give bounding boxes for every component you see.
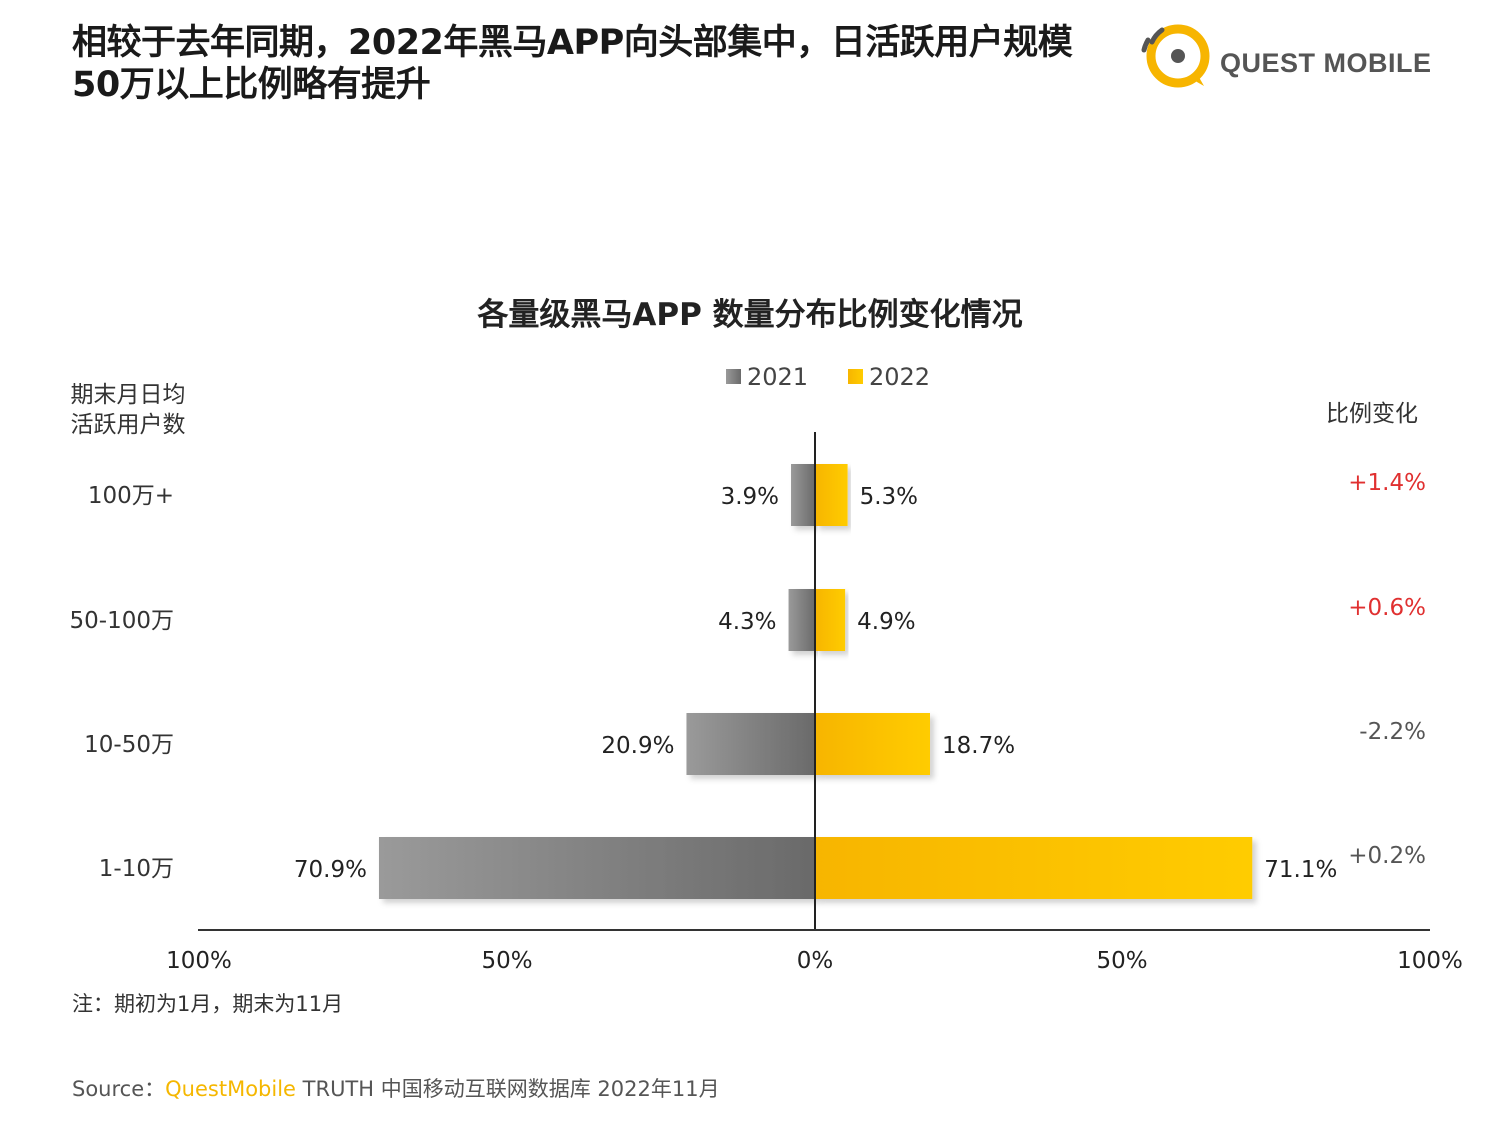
headline-line-1: 相较于去年同期，2022年黑马APP向头部集中，日活跃用户规模 [72,23,1073,63]
x-tick-label-1: 50% [481,948,532,974]
x-tick-label-0: 100% [166,948,232,974]
legend-label-2021: 2021 [747,363,808,391]
bar-2021-0 [791,464,815,526]
data-label-2021-0: 3.9% [721,484,779,510]
source-brand: QuestMobile [165,1077,296,1101]
data-label-2021-2: 20.9% [601,733,674,759]
source-line: Source：QuestMobile TRUTH 中国移动互联网数据库 2022… [72,1073,720,1103]
bar-2022-2 [815,713,931,775]
change-value-1: +0.6% [1348,595,1426,621]
footnote: 注：期初为1月，期末为11月 [72,992,344,1016]
data-label-2022-1: 4.9% [857,609,915,635]
legend-label-2022: 2022 [869,363,930,391]
change-value-0: +1.4% [1348,470,1426,496]
change-value-2: -2.2% [1359,719,1426,745]
y-axis-title-line-2: 活跃用户数 [71,412,186,438]
bar-2021-2 [686,713,815,775]
category-label-0: 100万+ [88,483,174,509]
y-axis-title-line-1: 期末月日均 [71,382,186,408]
data-label-2022-2: 18.7% [942,733,1015,759]
x-tick-label-2: 0% [797,948,834,974]
logo-mark-icon [1141,24,1210,88]
data-label-2022-3: 71.1% [1264,857,1337,883]
chart-title: 各量级黑马APP 数量分布比例变化情况 [476,297,1022,333]
change-column-title: 比例变化 [1326,401,1418,427]
bar-2022-0 [815,464,848,526]
bar-2021-3 [378,837,815,899]
category-label-1: 50-100万 [70,608,174,634]
data-label-2021-1: 4.3% [718,609,776,635]
legend-swatch-2022 [848,369,863,384]
category-label-3: 1-10万 [99,856,174,882]
data-label-2022-0: 5.3% [860,484,918,510]
page-title: 相较于去年同期，2022年黑马APP向头部集中，日活跃用户规模 50万以上比例略… [72,22,1142,106]
x-tick-label-3: 50% [1096,948,1147,974]
source-prefix: Source： [72,1077,166,1101]
x-tick-label-4: 100% [1397,948,1463,974]
legend-swatch-2021 [726,369,741,384]
source-suffix: TRUTH 中国移动互联网数据库 2022年11月 [295,1077,720,1101]
category-label-2: 10-50万 [84,732,174,758]
bar-2022-3 [815,837,1253,899]
bar-2022-1 [815,589,846,651]
change-value-3: +0.2% [1348,843,1426,869]
headline-line-2: 50万以上比例略有提升 [72,65,431,105]
data-label-2021-3: 70.9% [294,857,367,883]
bar-2021-1 [788,589,815,651]
logo-text: QUEST MOBILE [1220,48,1432,78]
questmobile-logo: QUEST MOBILE [1138,20,1438,92]
